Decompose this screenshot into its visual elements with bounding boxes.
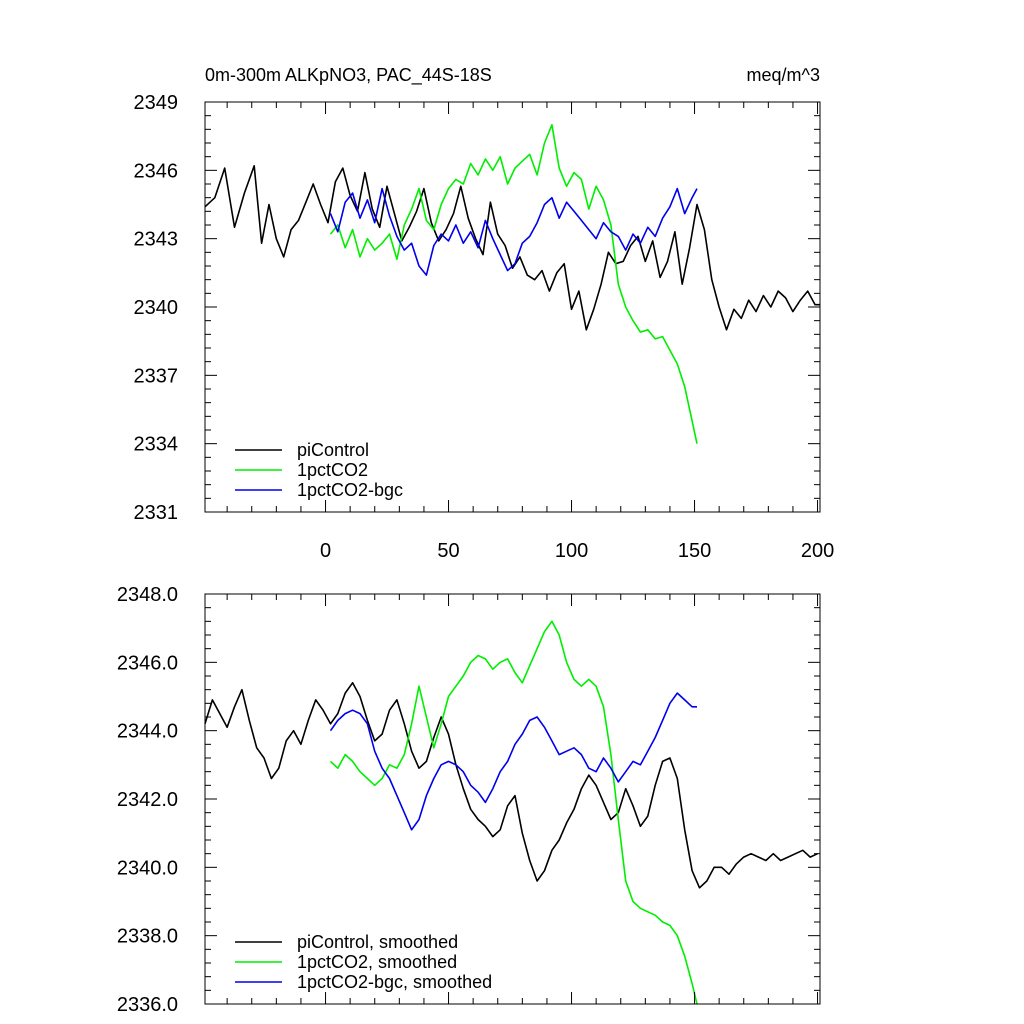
y-tick-label: 2346.0 [117,652,178,674]
legend-label: 1pctCO2-bgc [297,480,403,500]
y-tick-label: 2334 [134,434,179,456]
plot-frame [204,101,821,513]
y-tick-label: 2344.0 [117,721,178,743]
x-tick-label: 100 [555,540,588,562]
chart-title: 0m-300m ALKpNO3, PAC_44S-18S [205,65,492,86]
y-tick-label: 2348.0 [117,584,178,606]
legend-label: piControl [297,440,369,460]
y-tick-label: 2340 [134,297,179,319]
x-tick-label: 0 [320,540,331,562]
legend-label: piControl, smoothed [297,932,458,952]
x-tick-label: 150 [678,540,711,562]
series-line-1pctco2 [329,124,698,444]
legend-label: 1pctCO2-bgc, smoothed [297,972,492,992]
y-tick-label: 2338.0 [117,926,178,948]
series-line-1pctco2-bgc [329,187,698,276]
series-line-picontrol-smoothed [204,682,818,889]
series-line-1pctco2-smoothed [329,620,698,1005]
y-tick-label: 2343 [134,229,179,251]
chart-units: meq/m^3 [747,65,820,85]
y-tick-label: 2331 [134,502,179,524]
plot-frame-smoothed [204,593,821,1005]
top-panel: 0m-300m ALKpNO3, PAC_44S-18S meq/m^3 233… [134,65,835,562]
legend-label: 1pctCO2, smoothed [297,952,457,972]
series-line-picontrol [204,165,820,331]
y-tick-label: 2346 [134,160,179,182]
x-tick-label: 50 [437,540,459,562]
x-tick-label: 200 [801,540,834,562]
bottom-panel: 2336.0 2338.0 2340.0 2342.0 2344.0 2346.0 2348… [117,584,821,1016]
y-tick-label: 2342.0 [117,789,178,811]
y-tick-label: 2337 [134,365,179,387]
y-tick-label: 2336.0 [117,994,178,1016]
series-line-1pctco2-bgc-smoothed [329,692,697,831]
legend-label: 1pctCO2 [297,460,368,480]
y-tick-label: 2349 [134,92,179,114]
y-tick-label: 2340.0 [117,857,178,879]
